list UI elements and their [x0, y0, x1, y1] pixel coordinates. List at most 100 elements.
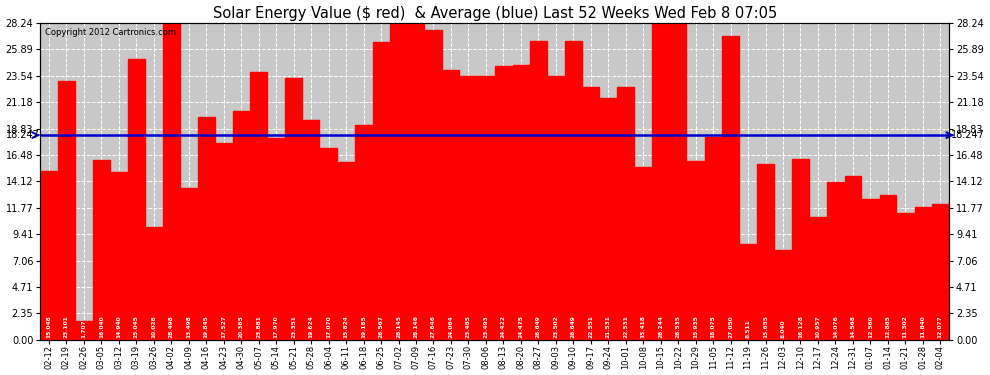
Bar — [321, 148, 337, 340]
Bar — [547, 76, 564, 340]
Bar — [652, 23, 669, 340]
Bar — [723, 36, 739, 340]
Bar — [250, 72, 267, 340]
Text: 16.040: 16.040 — [99, 315, 104, 338]
Bar — [915, 207, 932, 340]
Title: Solar Energy Value ($ red)  & Average (blue) Last 52 Weeks Wed Feb 8 07:05: Solar Energy Value ($ red) & Average (bl… — [213, 6, 777, 21]
Text: 15.655: 15.655 — [763, 315, 768, 338]
Text: 19.185: 19.185 — [361, 315, 366, 338]
Text: 14.568: 14.568 — [850, 315, 855, 338]
Text: 12.885: 12.885 — [885, 315, 890, 338]
Text: 14.940: 14.940 — [117, 315, 122, 338]
Text: 17.070: 17.070 — [326, 315, 331, 338]
Bar — [827, 182, 843, 340]
Text: 15.824: 15.824 — [344, 315, 348, 338]
Text: 14.076: 14.076 — [833, 315, 838, 338]
Bar — [355, 124, 372, 340]
Text: 18.247: 18.247 — [950, 130, 985, 140]
Bar — [810, 217, 827, 340]
Bar — [268, 138, 284, 340]
Bar — [635, 167, 651, 340]
Text: 18.247: 18.247 — [6, 130, 40, 140]
Text: 21.531: 21.531 — [606, 315, 611, 338]
Bar — [93, 160, 110, 340]
Bar — [408, 24, 425, 340]
Text: 16.128: 16.128 — [798, 315, 803, 338]
Bar — [460, 76, 477, 340]
Text: 28.535: 28.535 — [675, 315, 681, 338]
Text: Copyright 2012 Cartronics.com: Copyright 2012 Cartronics.com — [45, 28, 176, 37]
Bar — [180, 188, 197, 340]
Bar — [618, 87, 634, 340]
Bar — [670, 20, 686, 340]
Text: 18.075: 18.075 — [711, 315, 716, 338]
Text: 26.649: 26.649 — [571, 315, 576, 338]
Bar — [216, 143, 232, 340]
Text: 12.560: 12.560 — [868, 315, 873, 338]
Text: 23.881: 23.881 — [256, 315, 261, 338]
Bar — [565, 41, 581, 340]
Bar — [146, 227, 162, 340]
Bar — [582, 87, 599, 340]
Text: 15.935: 15.935 — [693, 315, 698, 338]
Text: 22.531: 22.531 — [624, 315, 629, 338]
Text: 26.567: 26.567 — [378, 315, 383, 338]
Text: 13.498: 13.498 — [186, 315, 191, 338]
Text: 23.493: 23.493 — [483, 315, 488, 338]
Bar — [757, 164, 774, 340]
Text: 8.511: 8.511 — [745, 319, 750, 338]
Bar — [792, 159, 809, 340]
Bar — [338, 162, 354, 340]
Text: 28.145: 28.145 — [396, 315, 401, 338]
Bar — [740, 244, 756, 340]
Bar — [879, 195, 896, 340]
Text: 24.475: 24.475 — [519, 315, 524, 338]
Text: 15.418: 15.418 — [641, 315, 645, 338]
Bar — [530, 41, 546, 340]
Bar — [513, 65, 530, 340]
Bar — [163, 20, 179, 340]
Text: 19.845: 19.845 — [204, 315, 209, 338]
Text: 23.502: 23.502 — [553, 315, 558, 338]
Bar — [495, 66, 512, 340]
Text: 28.146: 28.146 — [414, 315, 419, 338]
Bar — [390, 24, 407, 340]
Bar — [233, 111, 249, 340]
Bar — [425, 30, 442, 340]
Text: 1.707: 1.707 — [81, 320, 86, 338]
Bar — [285, 78, 302, 340]
Text: 27.646: 27.646 — [431, 315, 436, 338]
Bar — [443, 70, 459, 340]
Text: 17.970: 17.970 — [273, 315, 278, 338]
Text: 10.028: 10.028 — [151, 315, 156, 338]
Text: 28.498: 28.498 — [169, 315, 174, 338]
Text: 23.351: 23.351 — [291, 315, 296, 338]
Bar — [303, 120, 320, 340]
Bar — [844, 176, 861, 340]
Text: 24.422: 24.422 — [501, 315, 506, 338]
Bar — [932, 204, 948, 340]
Text: 19.624: 19.624 — [309, 315, 314, 338]
Bar — [198, 117, 215, 340]
Bar — [128, 59, 145, 340]
Bar — [111, 172, 127, 340]
Text: 11.302: 11.302 — [903, 315, 908, 338]
Text: 20.365: 20.365 — [239, 315, 244, 338]
Text: 25.045: 25.045 — [134, 315, 139, 338]
Text: 15.048: 15.048 — [47, 315, 51, 338]
Text: 28.244: 28.244 — [658, 315, 663, 338]
Text: 23.485: 23.485 — [466, 315, 471, 338]
Text: 26.649: 26.649 — [536, 315, 541, 338]
Bar — [75, 321, 92, 340]
Bar — [687, 161, 704, 340]
Bar — [41, 171, 57, 340]
Text: 8.040: 8.040 — [780, 320, 785, 338]
Bar — [862, 199, 879, 340]
Bar — [775, 249, 791, 340]
Text: 11.840: 11.840 — [921, 315, 926, 338]
Text: 23.101: 23.101 — [64, 315, 69, 338]
Text: 17.527: 17.527 — [221, 315, 227, 338]
Bar — [600, 98, 617, 340]
Text: 22.551: 22.551 — [588, 315, 593, 338]
Bar — [477, 76, 494, 340]
